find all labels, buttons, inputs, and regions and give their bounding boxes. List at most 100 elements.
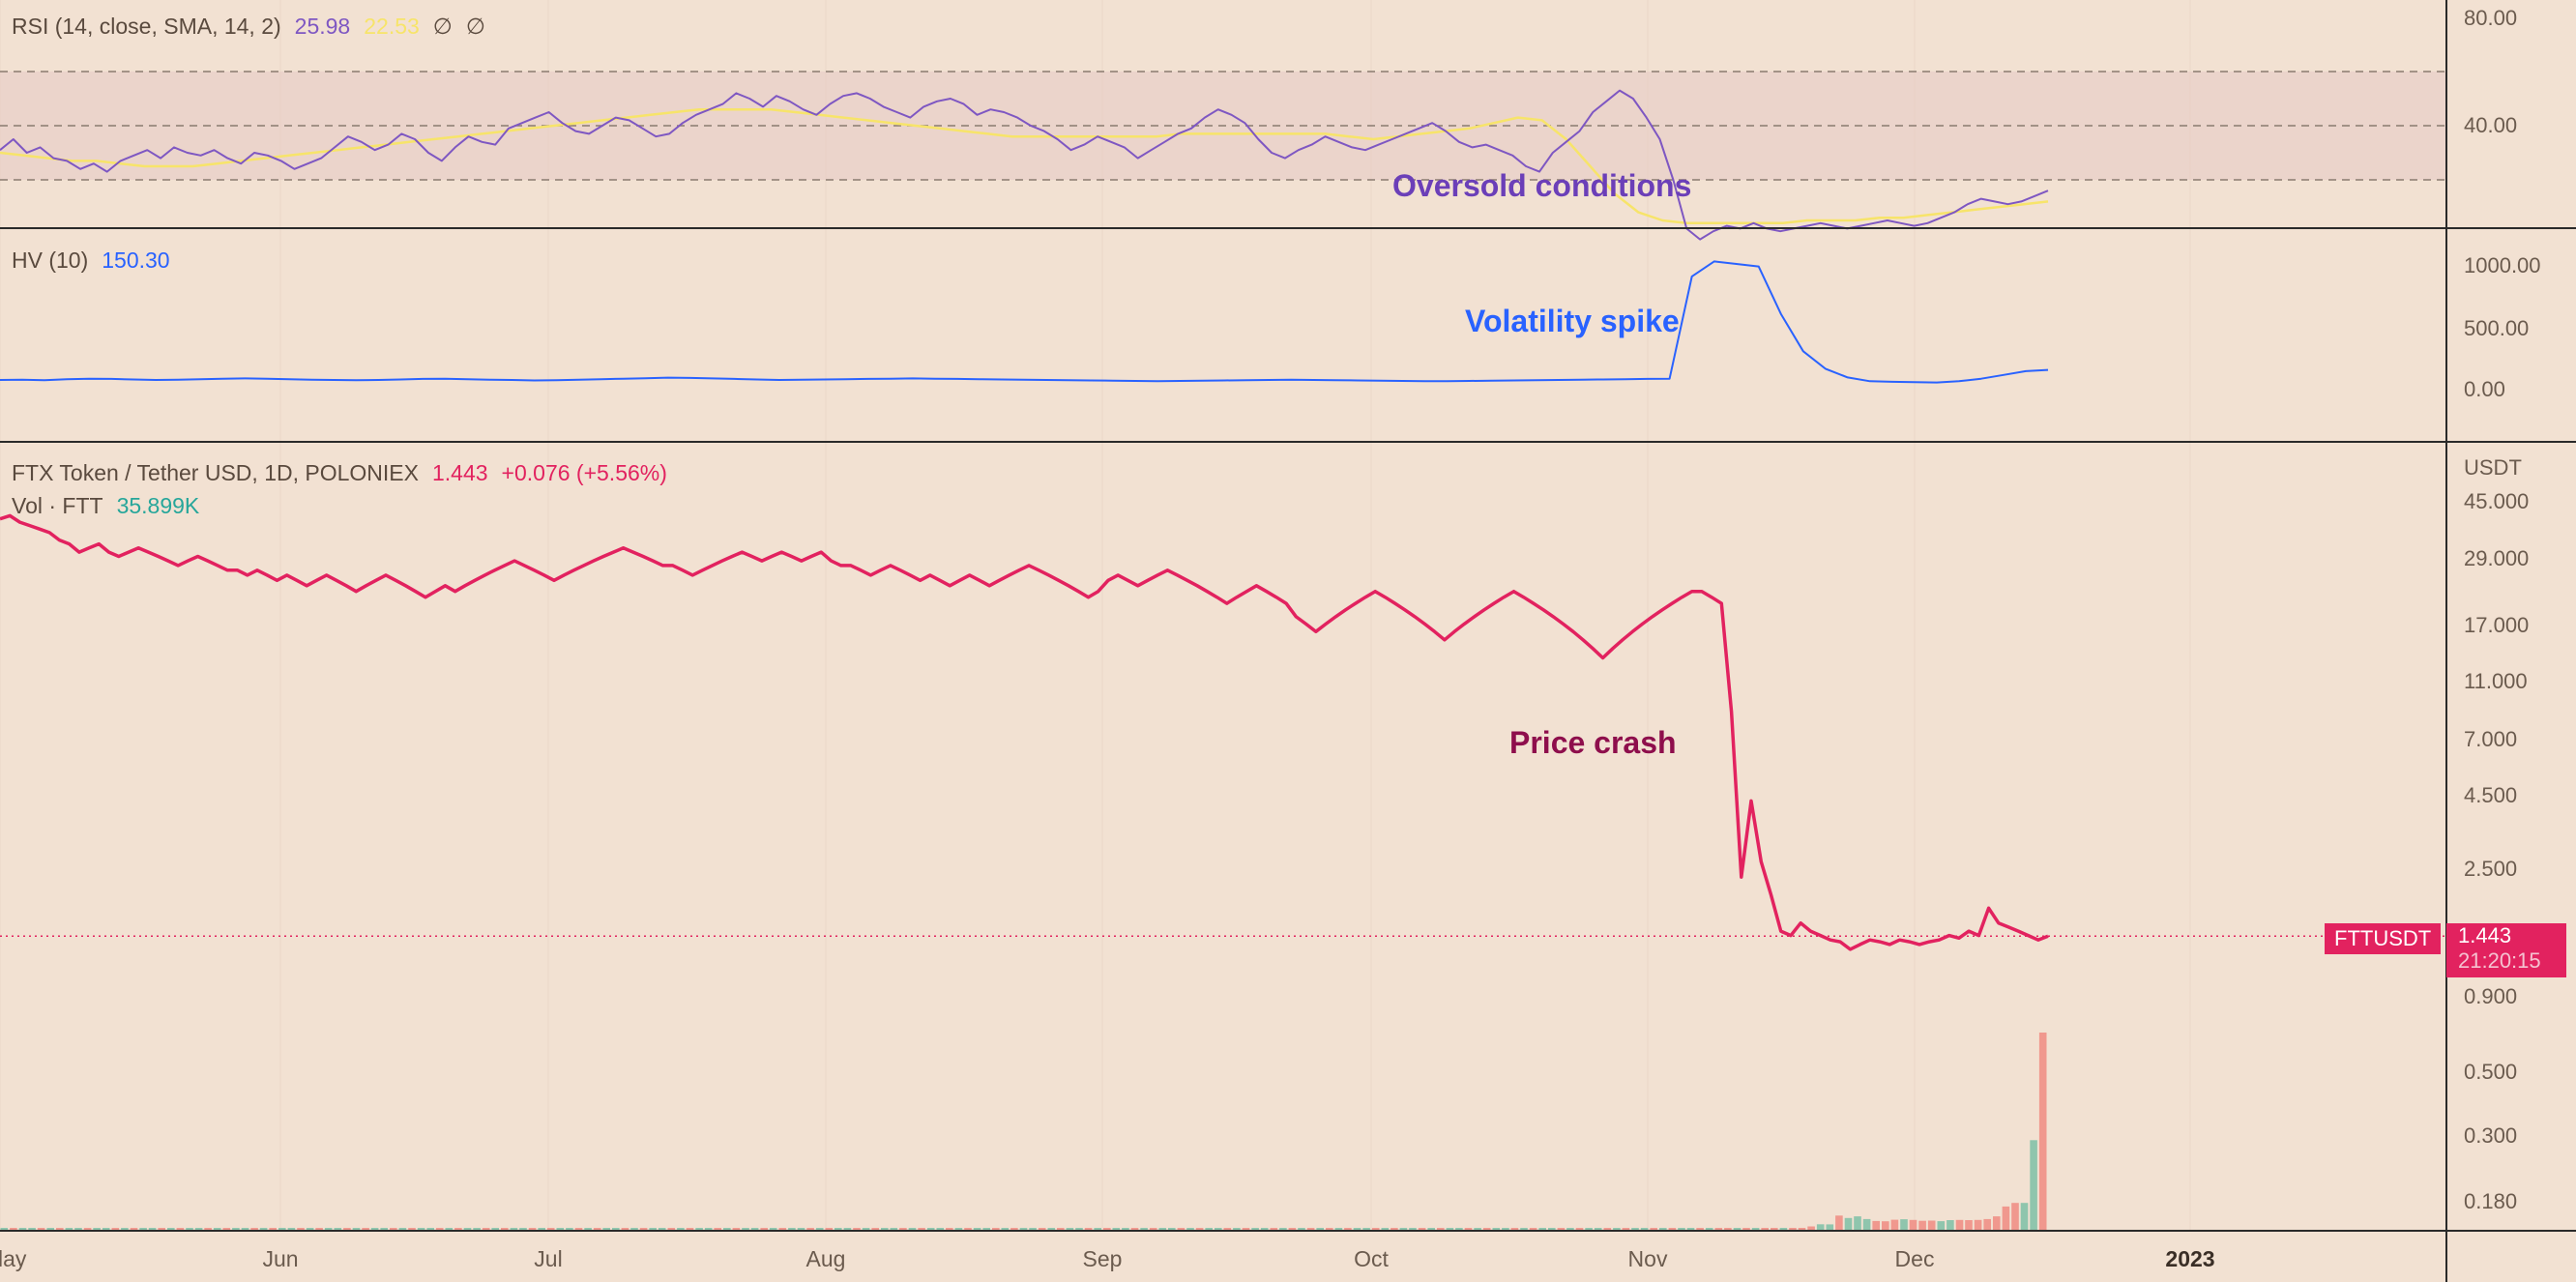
volume-bar	[593, 1228, 601, 1230]
symbol-label[interactable]: FTX Token / Tether USD, 1D, POLONIEX	[12, 460, 419, 485]
volume-bar	[435, 1228, 444, 1230]
time-axis-label: Nov	[1628, 1246, 1668, 1271]
rsi-label: RSI (14, close, SMA, 14, 2)	[12, 14, 281, 39]
volume-bar	[556, 1228, 565, 1230]
volume-bar	[18, 1228, 27, 1230]
volume-bar	[862, 1228, 870, 1230]
volume-bar	[1696, 1228, 1704, 1230]
volume-bar	[111, 1228, 120, 1230]
volume-bar	[2020, 1203, 2029, 1230]
volume-bar	[732, 1228, 741, 1230]
volume-bar	[1474, 1228, 1481, 1230]
volume-bar	[1038, 1228, 1046, 1230]
volume-bar	[1918, 1220, 1926, 1230]
volume-bar	[584, 1228, 592, 1230]
volume-bar	[714, 1228, 721, 1230]
volume-bar	[1779, 1228, 1788, 1230]
volume-bar	[1983, 1218, 1991, 1230]
volume-bar	[1279, 1228, 1287, 1230]
volume-bar	[1890, 1219, 1899, 1230]
volume-bar	[881, 1228, 889, 1230]
volume-bar	[788, 1228, 796, 1230]
volume-bar	[797, 1228, 805, 1230]
last-price: 1.443	[431, 460, 488, 485]
volume-bar	[259, 1228, 268, 1230]
volume-bar	[1390, 1228, 1398, 1230]
volume-bar	[491, 1228, 499, 1230]
volume-bar	[74, 1228, 82, 1230]
volume-bar	[93, 1228, 101, 1230]
price-crash-annotation: Price crash	[1509, 725, 1677, 760]
volume-bar	[908, 1228, 917, 1230]
volume-bar	[1215, 1228, 1222, 1230]
volume-bar	[204, 1228, 212, 1230]
volume-bar	[417, 1228, 425, 1230]
price-axis-label: 0.900	[2464, 984, 2517, 1008]
volume-bar	[639, 1228, 648, 1230]
volume-bar	[1900, 1219, 1908, 1230]
price-axis-badge: 1.443 21:20:15	[2446, 923, 2566, 977]
volume-bar	[473, 1228, 481, 1230]
volume-bar	[667, 1228, 676, 1230]
volume-bar	[1538, 1228, 1546, 1230]
rsi-line	[0, 89, 2049, 241]
volume-bar	[1029, 1228, 1037, 1230]
volume-bar	[1733, 1228, 1742, 1230]
volume-bar	[890, 1228, 898, 1230]
volume-bar	[1158, 1228, 1167, 1230]
volume-bar	[482, 1228, 490, 1230]
volume-bar	[1409, 1228, 1417, 1230]
volume-bar	[352, 1228, 361, 1230]
volume-bar	[2011, 1203, 2019, 1230]
volume-bar	[1882, 1221, 1889, 1230]
volume-bar	[343, 1228, 351, 1230]
volume-bar	[1149, 1228, 1157, 1230]
volume-bar	[778, 1228, 787, 1230]
hv-axis-label: 0.00	[2464, 377, 2505, 401]
volume-bar	[278, 1228, 286, 1230]
volume-bar	[1084, 1228, 1093, 1230]
volume-bar	[269, 1228, 277, 1230]
empty-set-icon[interactable]: ∅	[432, 14, 453, 39]
volume-bar	[1742, 1228, 1750, 1230]
volume-bar	[1548, 1228, 1556, 1230]
volume-bar	[1724, 1228, 1732, 1230]
symbol-badge: FTTUSDT	[2325, 923, 2442, 954]
volume-bar	[1001, 1228, 1010, 1230]
price-badge-countdown: 21:20:15	[2458, 948, 2541, 973]
volume-bar	[695, 1228, 703, 1230]
volume-bar	[1668, 1228, 1677, 1230]
volume-bar	[704, 1228, 713, 1230]
volume-bar	[1233, 1228, 1241, 1230]
price-axis-label: 0.500	[2464, 1060, 2517, 1084]
volume-bar	[213, 1228, 221, 1230]
oversold-annotation: Oversold conditions	[1392, 168, 1692, 203]
volume-bar	[1019, 1228, 1028, 1230]
volume-bar	[1650, 1228, 1657, 1230]
volume-bar	[1927, 1220, 1936, 1230]
empty-set-icon[interactable]: ∅	[465, 14, 485, 39]
volume-bar	[602, 1228, 610, 1230]
volume-bar	[1418, 1228, 1426, 1230]
volume-bar	[760, 1228, 768, 1230]
volume-bar	[1798, 1228, 1806, 1230]
volume-bar	[946, 1228, 953, 1230]
volume-bar	[574, 1228, 583, 1230]
hv-legend: HV (10) 150.30	[12, 248, 170, 274]
hv-axis-label: 1000.00	[2464, 253, 2541, 277]
volume-bar	[853, 1228, 861, 1230]
volume-bar	[1362, 1228, 1370, 1230]
volume-bar	[1714, 1228, 1723, 1230]
volume-bar	[1761, 1228, 1769, 1230]
time-axis-label: 2023	[2165, 1246, 2214, 1271]
volume-bar	[1094, 1228, 1101, 1230]
volume-bar	[1371, 1228, 1380, 1230]
volume-bar	[936, 1228, 945, 1230]
volume-value: 35.899K	[116, 493, 200, 518]
volume-bar	[1613, 1228, 1621, 1230]
volume-bar	[926, 1228, 935, 1230]
volume-bar	[1195, 1228, 1204, 1230]
volume-bar	[992, 1228, 1000, 1230]
volume-bar	[37, 1228, 45, 1230]
